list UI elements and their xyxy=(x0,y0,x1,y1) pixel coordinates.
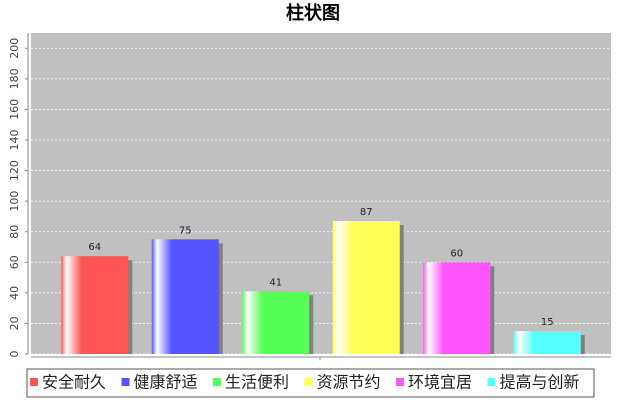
value-label: 15 xyxy=(541,317,554,328)
bar xyxy=(61,256,129,354)
value-label: 64 xyxy=(88,242,101,253)
legend: 安全耐久 健康舒适 生活便利 资源节约 环境宜居 提高与创新 xyxy=(30,373,580,392)
y-tick-label: 140 xyxy=(8,130,21,151)
y-tick-label: 80 xyxy=(8,225,21,239)
y-tick-label: 180 xyxy=(8,68,21,89)
bar xyxy=(423,262,491,354)
legend-label: 安全耐久 xyxy=(42,373,106,392)
value-label: 41 xyxy=(269,277,282,288)
bar xyxy=(332,221,400,354)
legend-swatch xyxy=(121,378,130,386)
legend-swatch xyxy=(30,378,38,386)
legend-label: 环境宜居 xyxy=(408,373,472,392)
y-tick-label: 40 xyxy=(8,286,21,300)
chart-title: 柱状图 xyxy=(286,2,340,24)
legend-swatch xyxy=(396,378,404,386)
bar xyxy=(242,291,310,354)
legend-swatch xyxy=(487,378,496,386)
legend-swatch xyxy=(213,378,221,386)
y-tick-label: 20 xyxy=(8,316,21,330)
legend-label: 提高与创新 xyxy=(500,373,580,392)
bars: 64 75 41 87 60 15 xyxy=(61,207,585,354)
y-tick-label: 60 xyxy=(8,255,21,269)
bar xyxy=(151,239,219,354)
y-tick-label: 0 xyxy=(8,351,21,358)
bar xyxy=(513,331,581,354)
y-tick-label: 200 xyxy=(8,38,21,59)
y-tick-label: 160 xyxy=(8,99,21,120)
legend-swatch xyxy=(304,378,313,386)
legend-label: 生活便利 xyxy=(225,373,289,392)
value-label: 60 xyxy=(450,248,463,259)
value-label: 75 xyxy=(179,225,192,236)
legend-label: 健康舒适 xyxy=(134,373,198,392)
legend-label: 资源节约 xyxy=(317,373,381,392)
y-tick-label: 100 xyxy=(8,191,21,212)
y-tick-label: 120 xyxy=(8,160,21,181)
value-label: 87 xyxy=(360,207,373,218)
